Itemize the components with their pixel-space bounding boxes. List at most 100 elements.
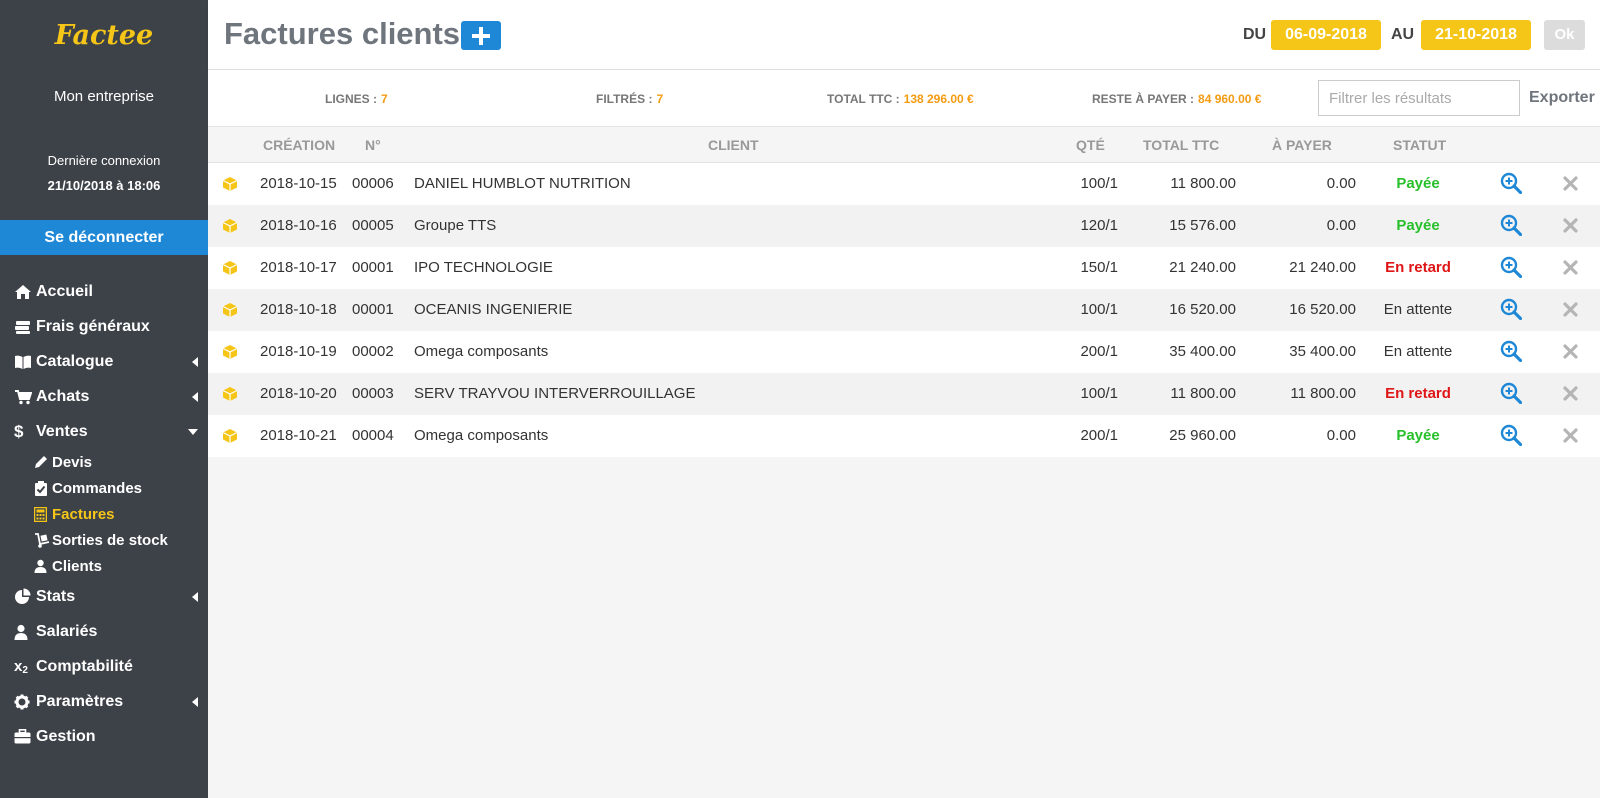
- export-button[interactable]: Exporter: [1529, 89, 1595, 106]
- status-badge: En attente: [1383, 301, 1453, 318]
- nav-item-parametres[interactable]: Paramètres: [0, 684, 208, 719]
- add-invoice-button[interactable]: [461, 21, 501, 50]
- sub-label: Commandes: [52, 479, 143, 497]
- cell-qte: 100/1: [1080, 301, 1118, 318]
- filter-input[interactable]: [1318, 80, 1520, 116]
- company-name: Mon entreprise: [53, 88, 155, 105]
- brand-logo[interactable]: Factee: [54, 20, 154, 51]
- nav-item-achats[interactable]: Achats: [0, 379, 208, 414]
- sub-item-sorties-stock[interactable]: Sorties de stock: [34, 527, 208, 553]
- cell-client: OCEANIS INGENIERIE: [414, 301, 573, 318]
- table-row[interactable]: 2018-10-16 00005 Groupe TTS 120/1 15 576.00 0…: [208, 205, 1600, 247]
- cell-a-payer: 0.00: [1326, 217, 1356, 234]
- logout-button[interactable]: Se déconnecter: [0, 220, 208, 255]
- table-row[interactable]: 2018-10-19 00002 Omega composants 200/1 35 4…: [208, 331, 1600, 373]
- cell-qte: 150/1: [1080, 259, 1118, 276]
- date-to-label: AU: [1391, 26, 1415, 43]
- sub-item-factures[interactable]: Factures: [34, 501, 208, 527]
- column-header-statut[interactable]: STATUT: [1393, 137, 1447, 153]
- date-from-label: DU: [1243, 26, 1267, 43]
- cell-qte: 200/1: [1080, 427, 1118, 444]
- column-header-numero[interactable]: N°: [365, 137, 381, 153]
- ok-button[interactable]: Ok: [1544, 20, 1585, 50]
- caret-down-icon: [188, 429, 198, 435]
- cell-numero: 00001: [352, 259, 394, 276]
- zoom-in-icon[interactable]: [1500, 214, 1523, 240]
- cell-a-payer: 16 520.00: [1289, 301, 1356, 318]
- nav-label: Achats: [36, 387, 90, 405]
- close-icon[interactable]: [1563, 260, 1578, 279]
- sub-label: Sorties de stock: [52, 531, 168, 549]
- table-row[interactable]: 2018-10-18 00001 OCEANIS INGENIERIE 100/1 16…: [208, 289, 1600, 331]
- zoom-in-icon[interactable]: [1500, 298, 1523, 324]
- column-header-client[interactable]: CLIENT: [708, 137, 759, 153]
- summary-reste-a-payer: RESTE À PAYER :84 960.00 €: [1092, 92, 1261, 106]
- zoom-in-icon[interactable]: [1500, 256, 1523, 282]
- cell-creation: 2018-10-19: [260, 343, 337, 360]
- date-to-picker[interactable]: 21-10-2018: [1421, 20, 1531, 50]
- cell-a-payer: 0.00: [1326, 175, 1356, 192]
- close-icon[interactable]: [1563, 176, 1578, 195]
- nav-item-stats[interactable]: Stats: [0, 579, 208, 614]
- close-icon[interactable]: [1563, 386, 1578, 405]
- column-header-qte[interactable]: QTÉ: [1076, 137, 1105, 153]
- cell-client: Omega composants: [414, 427, 549, 444]
- cell-client: DANIEL HUMBLOT NUTRITION: [414, 175, 631, 192]
- status-badge: En retard: [1385, 385, 1451, 402]
- nav-item-catalogue[interactable]: Catalogue: [0, 344, 208, 379]
- column-header-total-ttc[interactable]: TOTAL TTC: [1143, 137, 1220, 153]
- nav-label: Paramètres: [36, 692, 124, 710]
- nav-item-accueil[interactable]: Accueil: [0, 274, 208, 309]
- close-icon[interactable]: [1563, 344, 1578, 363]
- nav-label: Stats: [36, 587, 76, 605]
- nav-item-gestion[interactable]: Gestion: [0, 719, 208, 754]
- book-icon: [14, 354, 36, 370]
- summary-value: 138 296.00 €: [903, 92, 974, 106]
- sidebar: Factee Mon entreprise Dernière connexion…: [0, 0, 208, 798]
- pencil-icon: [34, 455, 52, 469]
- close-icon[interactable]: [1563, 428, 1578, 447]
- summary-label: RESTE À PAYER :: [1092, 92, 1195, 106]
- column-header-creation[interactable]: CRÉATION: [263, 137, 336, 153]
- close-icon[interactable]: [1563, 302, 1578, 321]
- nav-item-frais-generaux[interactable]: Frais généraux: [0, 309, 208, 344]
- page-title: Factures clients: [224, 16, 461, 51]
- summary-label: LIGNES :: [325, 92, 378, 106]
- sub-label: Clients: [52, 557, 103, 575]
- column-header-a-payer[interactable]: À PAYER: [1272, 137, 1332, 153]
- sub-item-devis[interactable]: Devis: [34, 449, 208, 475]
- nav-label: Ventes: [36, 422, 88, 440]
- summary-lignes: LIGNES :7: [325, 92, 388, 106]
- zoom-in-icon[interactable]: [1500, 172, 1523, 198]
- summary-bar: LIGNES :7 FILTRÉS :7 TOTAL TTC :138 296.…: [208, 70, 1600, 127]
- user-tie-icon: [14, 624, 36, 640]
- caret-left-icon: [192, 592, 198, 602]
- clipboard-check-icon: [34, 480, 52, 496]
- table-row[interactable]: 2018-10-17 00001 IPO TECHNOLOGIE 150/1 21 24…: [208, 247, 1600, 289]
- status-badge: Payée: [1396, 175, 1440, 192]
- table-row[interactable]: 2018-10-20 00003 SERV TRAYVOU INTERVERROUI…: [208, 373, 1600, 415]
- caret-left-icon: [192, 357, 198, 367]
- cell-client: Omega composants: [414, 343, 549, 360]
- nav-item-salaries[interactable]: Salariés: [0, 614, 208, 649]
- status-badge: En retard: [1385, 259, 1451, 276]
- nav-item-ventes[interactable]: $ Ventes: [0, 414, 208, 449]
- zoom-in-icon[interactable]: [1500, 424, 1523, 450]
- zoom-in-icon[interactable]: [1500, 340, 1523, 366]
- calculator-icon: [34, 506, 52, 522]
- table-row[interactable]: 2018-10-21 00004 Omega composants 200/1 25 9…: [208, 415, 1600, 457]
- sub-item-commandes[interactable]: Commandes: [34, 475, 208, 501]
- table-row[interactable]: 2018-10-15 00006 DANIEL HUMBLOT NUTRITION 1…: [208, 163, 1600, 205]
- page-header: Factures clients DU 06-09-2018 AU 21-10-…: [208, 0, 1600, 70]
- cell-numero: 00001: [352, 301, 394, 318]
- date-from-picker[interactable]: 06-09-2018: [1271, 20, 1381, 50]
- zoom-in-icon[interactable]: [1500, 382, 1523, 408]
- sub-item-clients[interactable]: Clients: [34, 553, 208, 579]
- cell-numero: 00004: [352, 427, 394, 444]
- close-icon[interactable]: [1563, 218, 1578, 237]
- cell-creation: 2018-10-21: [260, 427, 337, 444]
- cart-icon: [14, 389, 36, 405]
- cell-total-ttc: 21 240.00: [1169, 259, 1236, 276]
- nav-label: Frais généraux: [36, 317, 150, 335]
